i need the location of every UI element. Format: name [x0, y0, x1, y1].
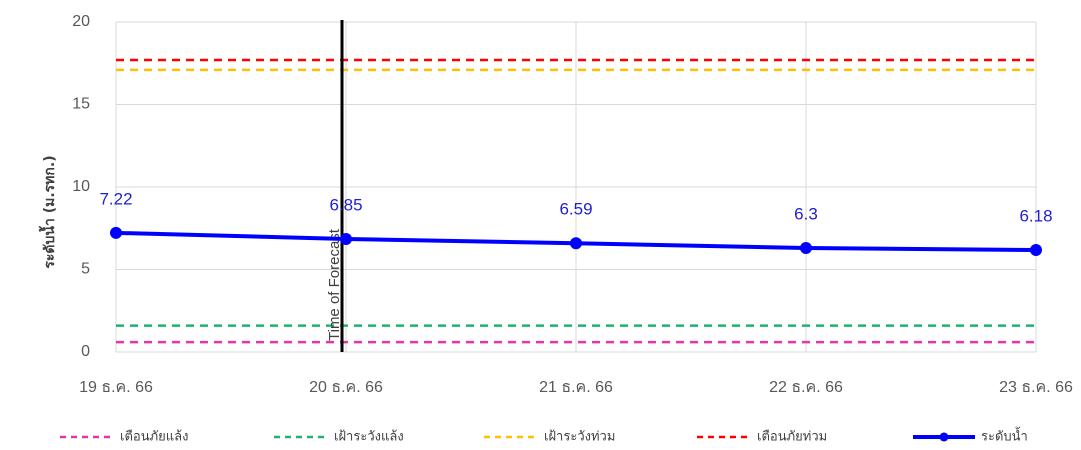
legend-item-5: ระดับน้ำ	[913, 427, 1028, 445]
forecast-label: Time of Forecast	[326, 228, 343, 341]
y-axis-title: ระดับน้ำ (ม.รทก.)	[38, 155, 58, 268]
legend-label: ระดับน้ำ	[981, 427, 1028, 445]
y-tick-label: 20	[72, 13, 90, 30]
chart-legend: เตือนภัยแล้ง เฝ้าระวังแล้ง เฝ้าระวังท่วม เต…	[60, 427, 1028, 445]
y-tick-label: 5	[81, 261, 90, 278]
legend-item-2: เฝ้าระวังแล้ง	[274, 430, 404, 445]
water-level-point	[1030, 244, 1042, 257]
legend-label: เตือนภัยแล้ง	[120, 429, 188, 445]
water-level-point	[340, 232, 352, 245]
data-label: 6.18	[1019, 207, 1052, 226]
data-label: 6.59	[559, 200, 592, 219]
water-level-point	[570, 237, 582, 250]
legend-label: เตือนภัยท่วม	[757, 429, 827, 445]
legend-marker	[939, 432, 949, 442]
data-labels: 7.22 6.85 6.59 6.3 6.18	[99, 189, 1052, 225]
y-tick-label: 10	[72, 178, 90, 195]
water-level-series	[110, 226, 1042, 257]
y-tick-label: 0	[81, 343, 90, 360]
x-tick-label: 21 ธ.ค. 66	[539, 379, 613, 396]
water-level-point	[110, 226, 122, 239]
legend-label: เฝ้าระวังท่วม	[544, 430, 615, 445]
water-level-point	[800, 242, 812, 255]
legend-item-4: เตือนภัยท่วม	[697, 429, 827, 445]
data-label: 7.22	[99, 189, 132, 208]
x-axis-ticks: 19 ธ.ค. 66 20 ธ.ค. 66 21 ธ.ค. 66 22 ธ.ค. 66…	[79, 379, 1073, 396]
x-tick-label: 19 ธ.ค. 66	[79, 379, 153, 396]
legend-label: เฝ้าระวังแล้ง	[334, 430, 404, 445]
x-tick-label: 20 ธ.ค. 66	[309, 379, 383, 396]
forecast-marker: Time of Forecast	[326, 20, 344, 352]
x-tick-label: 23 ธ.ค. 66	[999, 379, 1073, 396]
grid-lines	[115, 21, 1037, 353]
y-axis-ticks: 0 5 10 15 20	[72, 13, 90, 360]
data-label: 6.85	[329, 195, 362, 214]
x-tick-label: 22 ธ.ค. 66	[769, 379, 843, 396]
y-tick-label: 15	[72, 96, 90, 113]
legend-item-3: เฝ้าระวังท่วม	[484, 430, 615, 445]
data-label: 6.3	[794, 205, 818, 224]
legend-item-1: เตือนภัยแล้ง	[60, 429, 188, 445]
